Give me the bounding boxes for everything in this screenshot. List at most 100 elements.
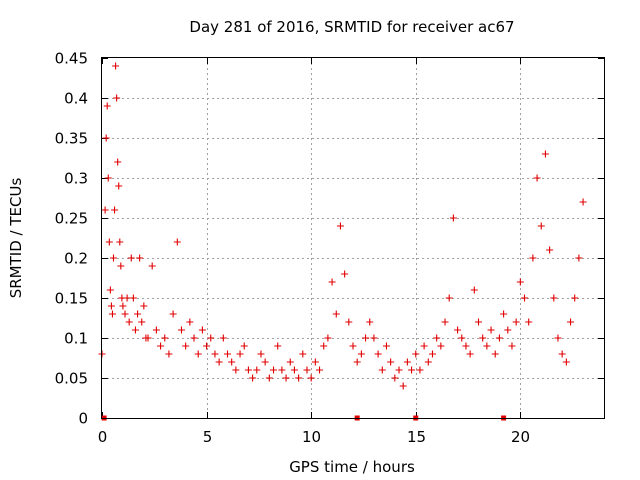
data-point	[161, 334, 169, 342]
data-point	[324, 334, 332, 342]
data-point	[106, 286, 114, 294]
x-tick-label: 20	[511, 428, 530, 446]
data-point	[228, 358, 236, 366]
data-point	[107, 302, 115, 310]
data-point	[104, 174, 112, 182]
data-point	[516, 278, 524, 286]
data-point	[521, 294, 529, 302]
data-point	[134, 310, 142, 318]
data-point	[114, 158, 122, 166]
data-point	[420, 342, 428, 350]
y-tick-label: 0.15	[55, 290, 88, 308]
data-point	[391, 374, 399, 382]
data-points	[98, 62, 587, 421]
data-point	[177, 326, 185, 334]
data-point	[567, 318, 575, 326]
data-point	[117, 262, 125, 270]
data-point	[194, 350, 202, 358]
data-point	[136, 254, 144, 262]
data-point	[240, 342, 248, 350]
data-point	[152, 326, 160, 334]
data-point	[382, 342, 390, 350]
data-point	[332, 310, 340, 318]
data-point	[116, 238, 124, 246]
data-point	[366, 318, 374, 326]
y-tick-label: 0.3	[64, 170, 88, 188]
data-point	[295, 374, 303, 382]
data-point	[282, 374, 290, 382]
x-tick-label: 5	[203, 428, 213, 446]
data-point	[157, 342, 165, 350]
data-point	[416, 366, 424, 374]
data-point	[475, 318, 482, 326]
data-point	[115, 182, 123, 190]
y-axis-label: SRMTID / TECUs	[7, 178, 25, 299]
data-point	[479, 334, 487, 342]
data-point	[138, 318, 146, 326]
data-point	[433, 334, 441, 342]
data-point	[500, 310, 508, 318]
data-point	[441, 318, 449, 326]
data-point	[345, 318, 353, 326]
data-point	[437, 342, 445, 350]
data-point	[110, 254, 118, 262]
data-point	[278, 366, 286, 374]
data-point	[119, 302, 127, 310]
data-point	[412, 350, 420, 358]
data-point	[512, 318, 520, 326]
data-point	[140, 302, 148, 310]
y-tick-label: 0.1	[64, 330, 88, 348]
x-tick-label: 10	[302, 428, 321, 446]
data-point	[111, 206, 119, 214]
data-point	[249, 374, 257, 382]
data-point	[311, 358, 319, 366]
data-point	[173, 238, 181, 246]
data-point	[125, 318, 133, 326]
data-point	[328, 278, 336, 286]
data-point	[378, 366, 386, 374]
data-point	[470, 286, 478, 294]
data-point	[215, 358, 223, 366]
data-point	[121, 310, 129, 318]
data-point	[362, 334, 370, 342]
data-point	[129, 294, 137, 302]
y-tick-label: 0.05	[55, 370, 88, 388]
data-point	[148, 262, 156, 270]
plot-frame	[101, 57, 605, 419]
data-point	[290, 366, 298, 374]
data-point	[508, 342, 516, 350]
x-axis-label: GPS time / hours	[289, 458, 415, 476]
data-point	[144, 334, 152, 342]
data-point	[349, 342, 357, 350]
y-tick-label: 0.4	[64, 90, 88, 108]
data-point	[558, 350, 566, 358]
data-point	[299, 350, 307, 358]
data-point	[286, 358, 294, 366]
data-point	[454, 326, 462, 334]
data-point	[353, 358, 361, 366]
data-point	[232, 366, 240, 374]
data-point	[261, 358, 269, 366]
data-point	[108, 310, 116, 318]
data-point	[224, 350, 231, 358]
data-point	[316, 366, 324, 374]
data-point	[253, 366, 261, 374]
grid-lines	[102, 58, 604, 418]
y-tick-label: 0.35	[55, 130, 88, 148]
y-tick-label: 0.45	[55, 50, 88, 68]
data-point	[265, 374, 273, 382]
data-point	[320, 342, 328, 350]
data-point	[403, 358, 411, 366]
data-point	[127, 254, 135, 262]
data-point	[274, 342, 282, 350]
data-point	[399, 382, 407, 390]
data-point	[190, 334, 198, 342]
data-point	[445, 294, 453, 302]
data-point	[101, 206, 109, 214]
data-point	[571, 294, 579, 302]
data-point	[270, 366, 278, 374]
x-tick-label: 15	[407, 428, 426, 446]
data-point	[303, 366, 311, 374]
data-point	[529, 254, 537, 262]
data-point	[207, 334, 215, 342]
